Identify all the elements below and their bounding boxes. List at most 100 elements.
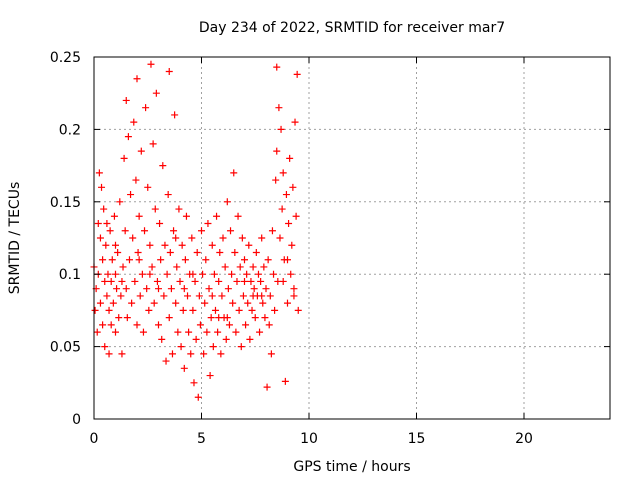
data-point: [213, 212, 221, 220]
data-point: [236, 263, 244, 271]
data-point: [265, 321, 273, 329]
data-point: [248, 306, 256, 314]
data-point: [142, 104, 150, 112]
data-point: [246, 335, 254, 343]
data-point: [155, 285, 162, 293]
data-point: [261, 314, 269, 322]
data-point: [216, 248, 224, 256]
data-point: [112, 241, 119, 249]
data-point: [189, 270, 197, 278]
data-point: [170, 227, 178, 235]
data-point: [260, 263, 268, 271]
data-point: [270, 270, 278, 278]
data-point: [207, 314, 215, 322]
data-point: [257, 277, 265, 285]
data-point: [284, 256, 291, 264]
data-point: [113, 285, 121, 293]
axis-ticks: 0 5 10 15 20 0 0.05 0.1 0.15 0.2 0.25: [50, 50, 611, 447]
data-point: [135, 256, 143, 264]
data-point: [165, 314, 173, 322]
data-point: [194, 393, 202, 401]
x-tick-label: 0: [90, 431, 99, 447]
data-point: [101, 343, 109, 351]
data-point: [91, 306, 99, 314]
data-point: [107, 277, 115, 285]
data-point: [223, 198, 231, 206]
data-point: [141, 227, 149, 235]
data-point: [147, 60, 155, 68]
data-point: [115, 314, 123, 322]
data-points: [90, 60, 302, 401]
data-point: [266, 292, 274, 300]
data-point: [167, 285, 175, 293]
data-point: [205, 285, 213, 293]
data-point: [109, 299, 117, 307]
data-point: [279, 169, 287, 177]
data-point: [136, 292, 144, 300]
data-point: [294, 306, 302, 314]
data-point: [202, 256, 210, 264]
data-point: [93, 328, 101, 336]
data-point: [157, 256, 165, 264]
data-point: [219, 234, 227, 242]
data-point: [175, 205, 183, 213]
data-point: [229, 299, 237, 307]
data-point: [181, 256, 189, 264]
data-point: [164, 191, 172, 199]
data-point: [102, 241, 110, 249]
y-tick-label: 0.25: [50, 50, 81, 66]
data-point: [117, 292, 125, 300]
data-point: [146, 270, 154, 278]
data-point: [211, 306, 219, 314]
data-point: [287, 270, 295, 278]
data-point: [210, 270, 218, 278]
data-point: [118, 277, 126, 285]
data-point: [185, 328, 193, 336]
data-point: [158, 335, 166, 343]
data-point: [180, 285, 188, 293]
data-point: [188, 234, 196, 242]
data-point: [96, 234, 104, 242]
data-point: [135, 212, 143, 220]
data-point: [177, 343, 185, 351]
data-point: [264, 256, 272, 264]
data-point: [238, 234, 246, 242]
data-point: [168, 350, 176, 358]
data-point: [148, 263, 156, 271]
data-point: [176, 277, 184, 285]
data-point: [227, 227, 235, 235]
data-point: [189, 306, 197, 314]
data-point: [116, 198, 124, 206]
data-point: [191, 277, 199, 285]
data-point: [132, 176, 140, 184]
data-point: [187, 350, 195, 358]
data-point: [196, 321, 204, 329]
data-point: [139, 328, 147, 336]
x-axis-label: GPS time / hours: [293, 459, 410, 475]
data-point: [155, 321, 162, 329]
data-point: [161, 241, 169, 249]
data-point: [277, 125, 285, 133]
data-point: [122, 96, 130, 104]
data-point: [129, 234, 137, 242]
data-point: [235, 306, 243, 314]
data-point: [225, 321, 233, 329]
y-axis-label: SRMTID / TECUs: [7, 182, 23, 295]
data-point: [198, 227, 205, 235]
data-point: [254, 270, 262, 278]
data-point: [259, 299, 267, 307]
data-point: [256, 328, 264, 336]
data-point: [249, 263, 257, 271]
data-point: [99, 321, 107, 329]
data-point: [172, 299, 180, 307]
data-point: [208, 292, 216, 300]
data-point: [239, 292, 247, 300]
data-point: [114, 248, 122, 256]
data-point: [153, 277, 161, 285]
data-point: [206, 372, 214, 380]
data-point: [293, 70, 301, 78]
data-point: [223, 314, 231, 322]
data-point: [105, 350, 113, 358]
data-point: [241, 277, 248, 285]
data-point: [179, 306, 187, 314]
